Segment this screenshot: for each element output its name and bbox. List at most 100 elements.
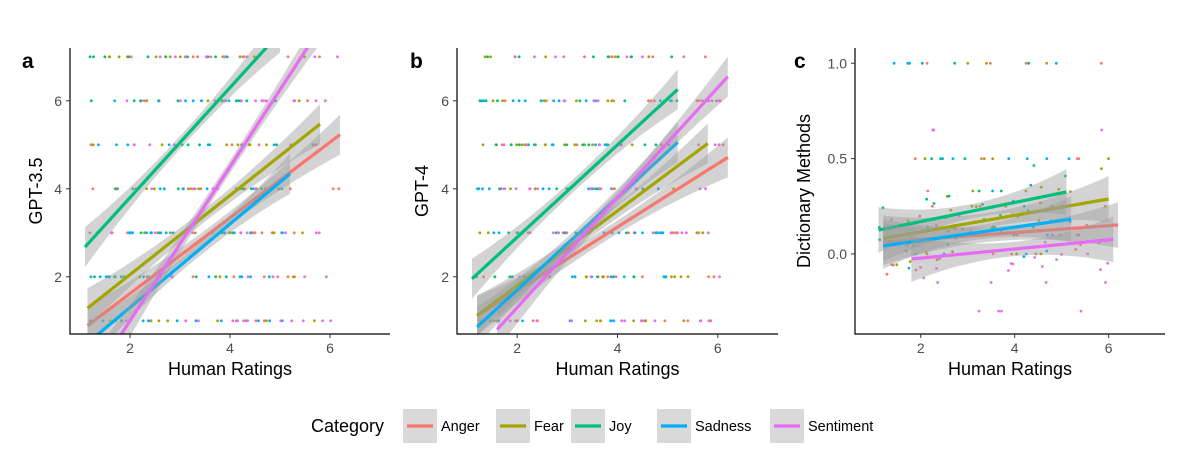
point-sadness: [98, 275, 102, 279]
legend-item-anger: Anger: [403, 409, 480, 443]
point-sentiment: [193, 187, 197, 191]
point-joy: [629, 55, 633, 59]
point-fear: [1024, 189, 1028, 193]
legend-item-fear: Fear: [496, 409, 564, 443]
point-sentiment: [1043, 240, 1047, 244]
point-fear: [91, 143, 95, 147]
point-fear: [548, 275, 552, 279]
point-fear: [585, 275, 588, 279]
point-sentiment: [528, 187, 532, 191]
point-anger: [230, 143, 234, 147]
point-joy: [245, 99, 249, 103]
point-joy: [277, 187, 280, 191]
point-anger: [254, 319, 258, 323]
point-fear: [670, 275, 673, 279]
point-joy: [578, 99, 582, 103]
point-joy: [486, 55, 489, 59]
point-fear: [1045, 61, 1049, 65]
point-sadness: [206, 143, 210, 147]
legend-label-joy: Joy: [609, 419, 632, 435]
point-sadness: [573, 275, 577, 279]
point-sadness: [482, 99, 486, 103]
point-joy: [1029, 183, 1033, 187]
point-sentiment: [1011, 262, 1015, 266]
point-joy: [180, 143, 184, 147]
point-sadness: [498, 187, 502, 191]
point-anger: [482, 275, 485, 279]
point-fear: [695, 231, 699, 235]
point-joy: [234, 99, 238, 103]
point-fear: [238, 55, 242, 59]
point-anger: [196, 55, 200, 59]
point-sentiment: [1033, 256, 1037, 259]
point-anger: [1074, 248, 1078, 251]
point-fear: [108, 319, 112, 323]
point-sadness: [115, 187, 118, 191]
point-joy: [1027, 61, 1031, 65]
point-joy: [224, 275, 228, 279]
point-joy: [947, 194, 951, 198]
point-anger: [627, 231, 630, 235]
point-fear: [613, 187, 616, 191]
point-sentiment: [303, 275, 306, 279]
point-sentiment: [301, 319, 305, 323]
point-anger: [306, 99, 309, 103]
point-joy: [675, 99, 679, 103]
point-anger: [502, 143, 506, 147]
point-sentiment: [223, 99, 227, 103]
point-joy: [103, 55, 107, 59]
point-joy: [132, 99, 136, 103]
point-sentiment: [329, 319, 333, 323]
point-fear: [985, 61, 988, 65]
point-joy: [198, 143, 201, 147]
point-sentiment: [179, 99, 182, 103]
point-sentiment: [680, 231, 684, 235]
point-sentiment: [1044, 281, 1048, 284]
point-sentiment: [313, 143, 316, 147]
point-sentiment: [279, 319, 283, 323]
x-axis-title: Human Ratings: [555, 359, 679, 379]
point-anger: [199, 187, 203, 191]
point-joy: [194, 275, 198, 279]
point-fear: [583, 143, 587, 147]
point-sentiment: [596, 99, 600, 103]
point-fear: [923, 157, 927, 161]
point-sadness: [267, 275, 271, 279]
point-sadness: [920, 61, 924, 65]
point-fear: [1015, 252, 1018, 256]
point-sadness: [659, 231, 662, 235]
point-joy: [1032, 225, 1035, 229]
point-fear: [152, 187, 156, 191]
point-anger: [710, 99, 714, 103]
point-sentiment: [554, 55, 557, 59]
point-fear: [138, 275, 142, 279]
point-fear: [145, 99, 148, 103]
point-fear: [501, 99, 504, 103]
point-sentiment: [242, 319, 246, 323]
point-anger: [914, 157, 917, 161]
point-sadness: [522, 275, 526, 279]
x-tick-label: 2: [513, 340, 521, 356]
point-fear: [272, 231, 275, 235]
point-fear: [236, 143, 240, 147]
point-sadness: [249, 231, 253, 235]
point-sentiment: [698, 187, 702, 191]
point-sentiment: [513, 55, 517, 59]
point-sentiment: [197, 319, 200, 323]
point-joy: [654, 143, 658, 147]
x-axis-title: Human Ratings: [168, 359, 292, 379]
point-fear: [533, 187, 537, 191]
point-sentiment: [242, 55, 246, 59]
y-tick-label: 0.0: [828, 246, 848, 262]
point-sentiment: [223, 55, 226, 59]
point-sadness: [571, 275, 574, 279]
point-sentiment: [314, 99, 318, 103]
point-sentiment: [977, 309, 981, 313]
point-joy: [493, 275, 497, 279]
point-fear: [563, 143, 566, 147]
point-sadness: [617, 231, 621, 235]
point-fear: [1039, 252, 1043, 256]
point-fear: [1107, 157, 1110, 161]
point-anger: [712, 275, 716, 279]
point-anger: [980, 157, 983, 161]
